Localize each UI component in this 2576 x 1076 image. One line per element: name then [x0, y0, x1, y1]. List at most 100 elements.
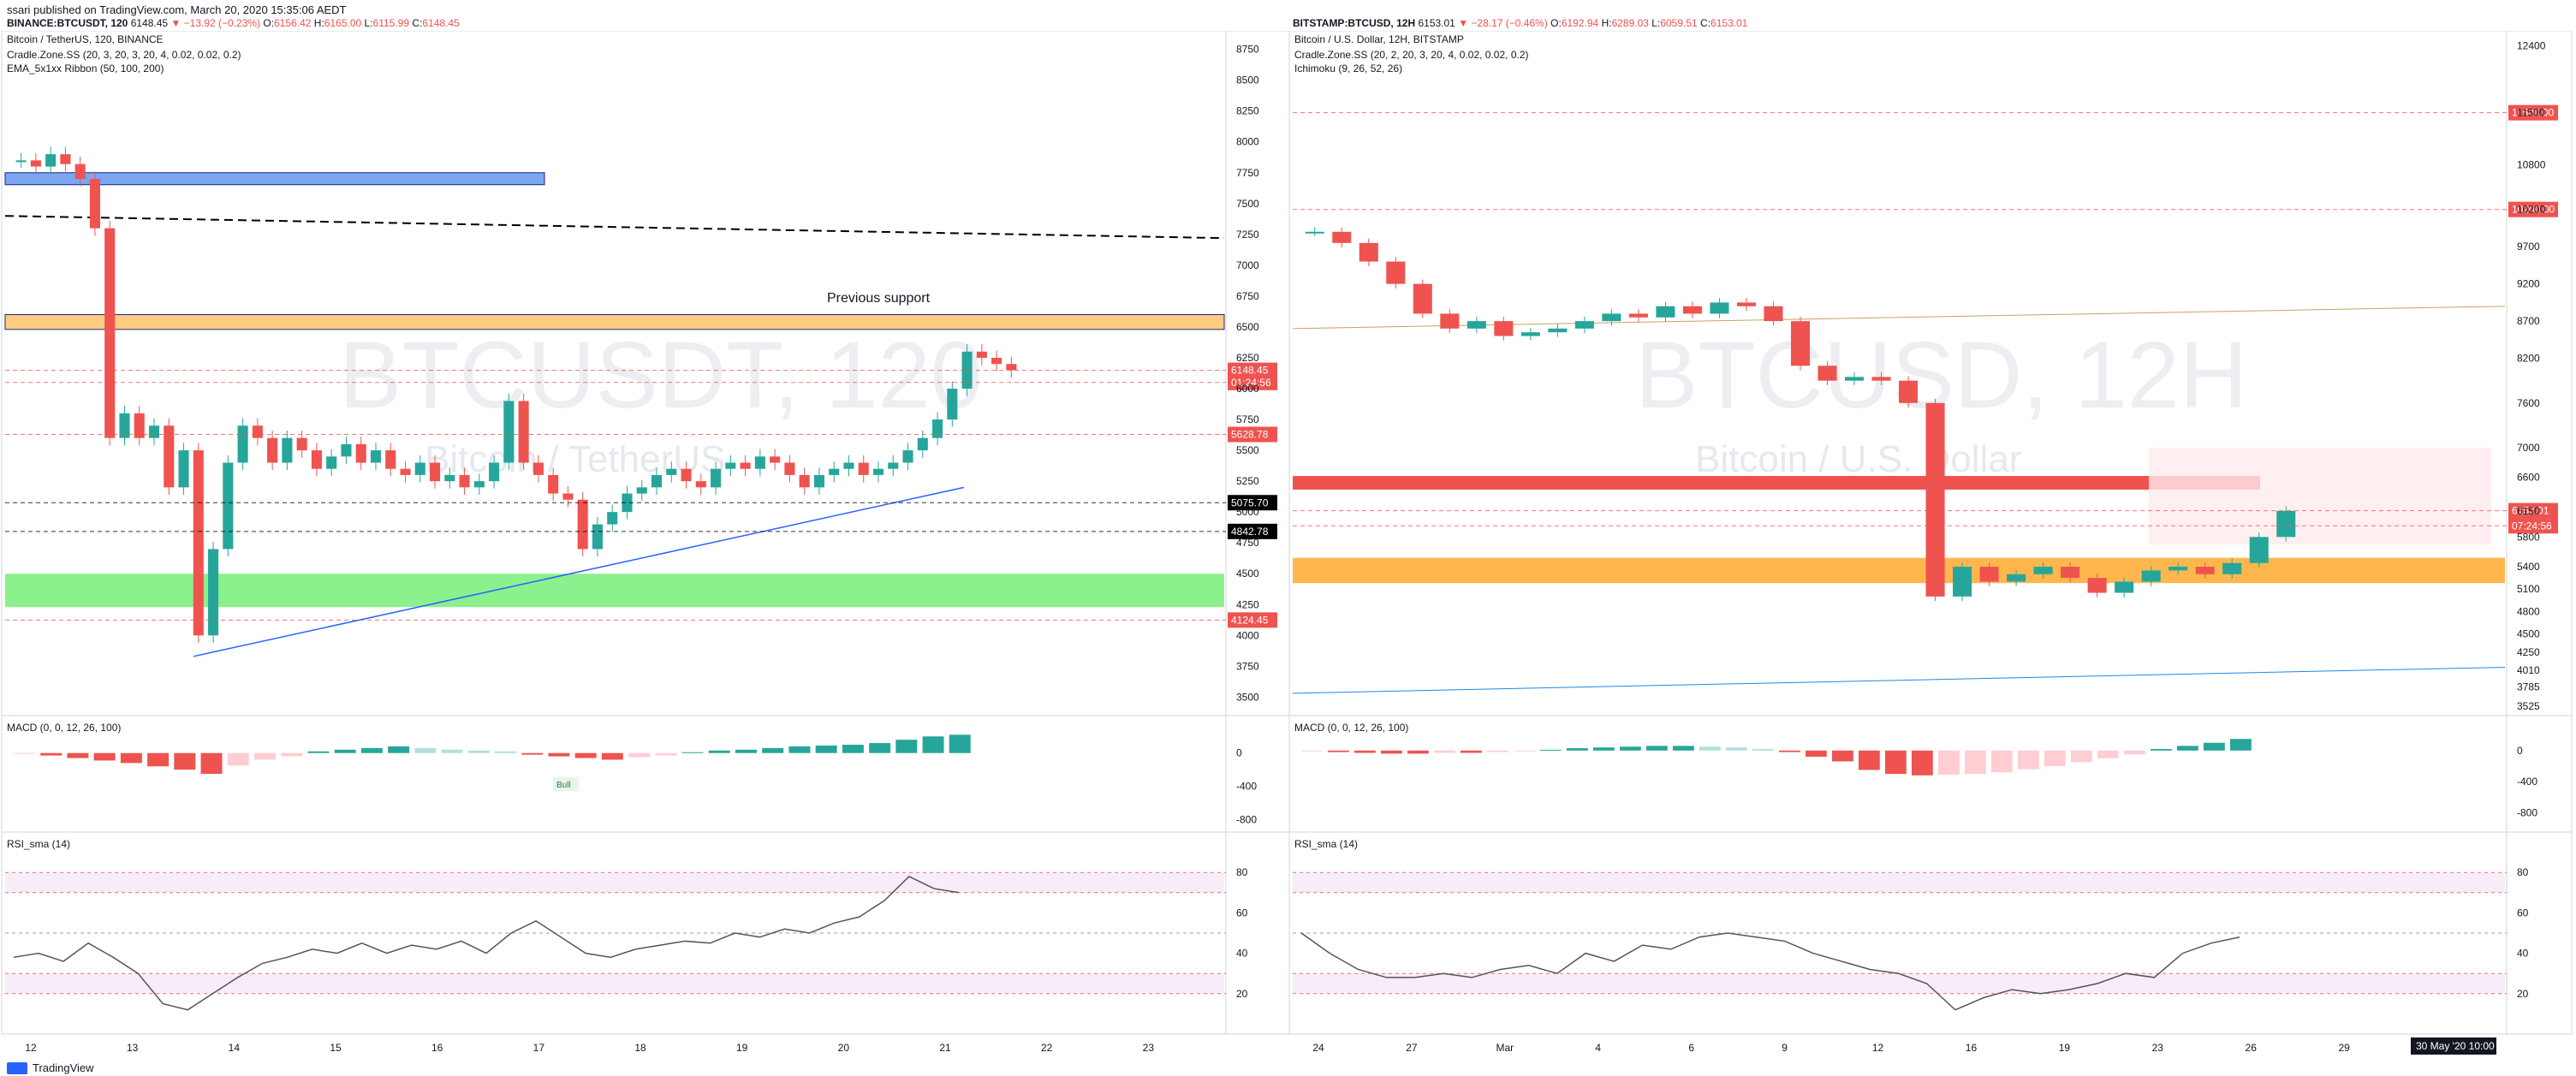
price-axis-tick-label: 6000 — [1236, 383, 1259, 395]
time-axis-tick-label: 16 — [1966, 1042, 1978, 1054]
macd-histogram-bar — [67, 752, 89, 758]
time-axis-tick-label: 6 — [1688, 1042, 1694, 1054]
right-open: 6192.94 — [1561, 17, 1599, 29]
price-axis-tick-label: 5800 — [2517, 531, 2540, 543]
price-label: 4842.78 — [1231, 526, 1269, 538]
candle-body — [548, 474, 559, 494]
macd-histogram-bar — [735, 749, 757, 753]
price-axis-tick-label: 20 — [2517, 988, 2529, 1000]
macd-histogram-bar — [1938, 750, 1960, 775]
price-label-box — [1228, 374, 1277, 390]
macd-histogram-bar — [762, 747, 784, 753]
macd-histogram-bar — [441, 749, 463, 753]
macd-histogram-bar — [281, 752, 303, 757]
macd-histogram-bar — [1407, 750, 1429, 754]
macd-histogram-bar — [388, 746, 410, 753]
candle-body — [711, 468, 722, 488]
time-axis-tick-label: 17 — [533, 1042, 545, 1054]
price-label-box — [2508, 104, 2558, 121]
candle-body — [872, 468, 884, 475]
macd-histogram-bar — [815, 745, 837, 753]
price-label: 5075.70 — [1231, 496, 1269, 508]
footer-brand[interactable]: TradingView — [33, 1061, 94, 1074]
indicator-label: EMA_5x1xx Ribbon (50, 100, 200) — [7, 62, 164, 74]
price-axis-tick-label: 5400 — [2517, 561, 2540, 573]
price-label: 6153.01 — [2512, 505, 2549, 517]
candle-body — [1817, 366, 1837, 381]
macd-histogram-bar — [1434, 750, 1455, 753]
price-label: 4124.45 — [1231, 614, 1269, 626]
rsi-title: RSI_sma (14) — [7, 838, 70, 850]
charts-canvas[interactable]: BTCUSDT, 120 Bitcoin / TetherUS Previous s… — [0, 31, 2576, 1062]
candle-body — [562, 493, 574, 500]
candle-body — [341, 443, 352, 457]
price-label-box — [1228, 426, 1277, 443]
macd-title: MACD (0, 0, 12, 26, 100) — [7, 722, 121, 734]
right-low: 6059.51 — [1660, 17, 1698, 29]
candle-body — [961, 351, 973, 389]
macd-histogram-bar — [1620, 746, 1641, 751]
resistance-zone — [1293, 476, 2260, 490]
candle-body — [681, 468, 692, 482]
downtrend-line — [4, 215, 1225, 240]
time-axis-tick-label: 22 — [1041, 1042, 1053, 1054]
left-symbol[interactable]: BINANCE:BTCUSDT, 120 — [7, 17, 128, 29]
macd-histogram-bar — [895, 740, 918, 753]
macd-histogram-bar — [334, 749, 356, 753]
candle-body — [770, 456, 781, 463]
time-badge: 30 May '20 10:00 — [2416, 1040, 2495, 1052]
macd-histogram-bar — [360, 747, 383, 753]
candle-body — [2195, 567, 2215, 574]
time-axis-tick-label: 21 — [939, 1042, 951, 1054]
left-last: 6148.45 — [130, 17, 169, 29]
macd-histogram-bar — [2097, 750, 2119, 758]
candle-body — [400, 468, 411, 475]
price-axis-tick-label: 4750 — [1236, 537, 1259, 549]
candle-body — [622, 493, 633, 513]
macd-histogram-bar — [1354, 750, 1376, 753]
candle-body — [459, 474, 470, 488]
macd-histogram-bar — [1965, 750, 1986, 774]
price-axis-tick-label: 7250 — [1236, 229, 1259, 241]
price-axis-tick-label: 20 — [1236, 988, 1248, 1000]
time-axis-tick-label: 24 — [1312, 1042, 1324, 1054]
macd-histogram-bar — [2018, 750, 2039, 770]
footer: TradingView — [7, 1061, 94, 1074]
price-axis-tick-label: 11500 — [2517, 107, 2545, 119]
publisher-text: ssari published on TradingView.com, Marc… — [7, 3, 347, 16]
macd-histogram-bar — [200, 752, 223, 774]
rsi-line — [13, 876, 960, 1011]
macd-histogram-bar — [788, 746, 811, 753]
candle-body — [89, 178, 100, 229]
candle-body — [1925, 402, 1945, 597]
candle-body — [370, 450, 382, 463]
annotation-previous-support: Previous support — [827, 291, 931, 306]
rsi-overbought-band — [5, 872, 1224, 893]
candle-body — [2033, 567, 2053, 574]
time-axis-tick-label: 19 — [736, 1042, 748, 1054]
price-axis-tick-label: -400 — [2517, 776, 2537, 788]
candle-body — [1844, 377, 1865, 381]
candle-body — [2276, 510, 2296, 538]
candle-body — [725, 462, 736, 469]
macd-histogram-bar — [1514, 750, 1535, 752]
price-axis-tick-label: 60 — [1236, 907, 1248, 918]
candle-body — [740, 462, 751, 469]
indicator-label: Ichimoku (9, 26, 52, 26) — [1294, 62, 1402, 74]
candle-body — [1006, 364, 1017, 371]
macd-histogram-bar — [40, 752, 62, 756]
macd-histogram-bar — [1991, 750, 2013, 773]
candle-body — [355, 443, 366, 463]
candle-body — [2249, 537, 2269, 563]
left-change: ▼ −13.92 (−0.23%) — [170, 17, 261, 29]
publisher-line: ssari published on TradingView.com, Marc… — [7, 3, 347, 16]
price-axis-tick-label: 6750 — [1236, 290, 1259, 302]
right-change: ▼ −28.17 (−0.46%) — [1458, 17, 1548, 29]
right-last: 6153.01 — [1418, 17, 1455, 29]
right-symbol[interactable]: BITSTAMP:BTCUSD, 12H — [1293, 17, 1416, 29]
price-axis-tick-label: 0 — [2517, 745, 2523, 757]
price-axis-tick-label: 4500 — [2517, 627, 2540, 639]
price-axis-tick-label: 60 — [2517, 907, 2529, 918]
price-axis-tick-label: 3525 — [2517, 700, 2540, 712]
time-axis-tick-label: 12 — [25, 1042, 37, 1054]
